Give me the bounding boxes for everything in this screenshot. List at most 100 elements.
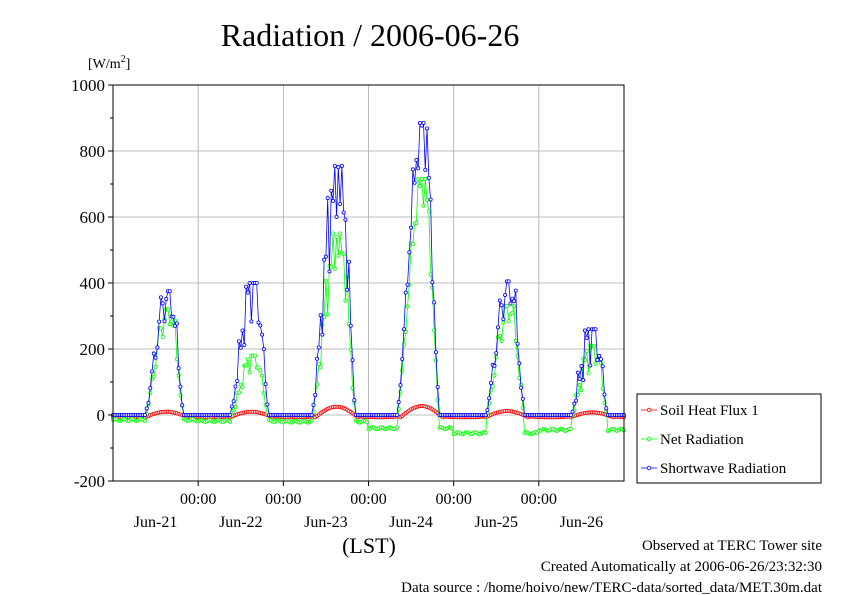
- shortwave-radiation-point: [419, 123, 424, 128]
- shortwave-radiation-point: [600, 364, 605, 369]
- net-radiation-point: [316, 361, 321, 366]
- shortwave-radiation-point: [327, 269, 332, 274]
- shortwave-radiation-point: [233, 384, 238, 389]
- chart-title: Radiation / 2006-06-26: [221, 17, 520, 53]
- shortwave-radiation-point: [238, 345, 243, 350]
- net-radiation-point: [166, 307, 171, 312]
- shortwave-radiation-point: [316, 345, 321, 350]
- shortwave-radiation-point: [343, 217, 348, 222]
- shortwave-radiation-point: [350, 358, 355, 363]
- shortwave-radiation-point: [430, 280, 435, 285]
- shortwave-radiation-point: [322, 257, 327, 262]
- shortwave-radiation-point: [501, 317, 506, 322]
- net-radiation-point: [511, 304, 516, 309]
- net-radiation-point: [416, 177, 421, 182]
- net-radiation-point: [160, 335, 165, 340]
- shortwave-radiation-point: [153, 355, 158, 360]
- net-radiation-point: [417, 184, 422, 189]
- x-tick-day-label: Jun-21: [134, 514, 178, 531]
- net-radiation-point: [247, 370, 252, 375]
- net-radiation-point: [490, 384, 495, 389]
- shortwave-radiation-point: [414, 158, 419, 163]
- shortwave-radiation-point: [394, 412, 399, 417]
- shortwave-radiation-point: [162, 319, 167, 324]
- net-radiation-point: [167, 322, 172, 327]
- shortwave-radiation-point: [435, 385, 440, 390]
- y-tick-label: -200: [74, 472, 105, 491]
- shortwave-radiation-point: [508, 301, 513, 306]
- shortwave-radiation-point: [231, 399, 236, 404]
- shortwave-radiation-point: [180, 403, 185, 408]
- shortwave-radiation-point: [160, 301, 165, 306]
- net-radiation-point: [501, 320, 506, 325]
- legend-item: Soil Heat Flux 1: [641, 403, 759, 419]
- y-tick-label: 800: [80, 142, 106, 161]
- shortwave-radiation-point: [586, 327, 591, 332]
- shortwave-radiation-point: [336, 165, 341, 170]
- y-axis: 1000 800 600 400 200 0 -200: [71, 76, 113, 491]
- shortwave-radiation-point: [236, 339, 241, 344]
- net-radiation-point: [244, 363, 249, 368]
- net-radiation-point: [591, 343, 596, 348]
- shortwave-radiation-point: [593, 327, 598, 332]
- net-radiation-point: [364, 420, 369, 425]
- shortwave-radiation-point: [409, 225, 414, 230]
- shortwave-radiation-point: [148, 386, 153, 391]
- shortwave-radiation-point: [313, 392, 318, 397]
- x-tick-day-label: Jun-25: [474, 514, 518, 531]
- net-radiation-point: [497, 333, 502, 338]
- shortwave-radiation-point: [396, 400, 401, 405]
- legend-swatch-marker: [646, 407, 652, 413]
- net-radiation-point: [504, 304, 509, 309]
- legend-item: Shortwave Radiation: [641, 461, 787, 477]
- shortwave-radiation-point: [242, 343, 247, 348]
- net-radiation-point: [334, 234, 339, 239]
- net-radiation-point: [336, 253, 341, 258]
- net-radiation-point: [323, 278, 328, 283]
- net-radiation-point: [506, 319, 511, 324]
- shortwave-radiation-point: [176, 366, 181, 371]
- shortwave-radiation-point: [158, 295, 163, 300]
- y-tick-label: 400: [80, 274, 106, 293]
- shortwave-radiation-point: [315, 356, 320, 361]
- shortwave-radiation-point: [410, 167, 415, 172]
- legend-label: Soil Heat Flux 1: [660, 403, 759, 419]
- shortwave-radiation-point: [157, 319, 162, 324]
- shortwave-radiation-point: [142, 412, 147, 417]
- x-tick-time-label: 00:00: [350, 491, 386, 508]
- shortwave-radiation-point: [570, 409, 575, 414]
- net-radiation-point: [238, 382, 243, 387]
- shortwave-radiation-point: [432, 300, 437, 305]
- shortwave-radiation-point: [575, 370, 580, 375]
- net-radiation-point: [421, 203, 426, 208]
- shortwave-radiation-point: [423, 167, 428, 172]
- shortwave-radiation-point: [602, 392, 607, 397]
- net-radiation-point: [410, 241, 415, 246]
- shortwave-radiation-point: [323, 254, 328, 259]
- shortwave-radiation-point: [496, 325, 501, 330]
- net-radiation-point: [343, 298, 348, 303]
- shortwave-radiation-point: [155, 345, 160, 350]
- shortwave-radiation-point: [240, 328, 245, 333]
- shortwave-radiation-point: [581, 378, 586, 383]
- net-radiation-point: [309, 418, 314, 423]
- shortwave-radiation-point: [260, 332, 265, 337]
- shortwave-radiation-point: [167, 289, 172, 294]
- series-layer: [111, 120, 627, 437]
- shortwave-radiation-point: [588, 363, 593, 368]
- shortwave-radiation-point: [511, 299, 516, 304]
- net-radiation-point: [332, 266, 337, 271]
- net-radiation-point: [405, 304, 410, 309]
- shortwave-radiation-point: [582, 328, 587, 333]
- footer-source: Data source : /home/hoivo/new/TERC-data/…: [401, 580, 823, 595]
- shortwave-radiation-point: [329, 188, 334, 193]
- net-radiation-point: [252, 353, 257, 358]
- shortwave-radiation-point: [483, 412, 488, 417]
- shortwave-radiation-point: [258, 323, 263, 328]
- shortwave-radiation-point: [339, 163, 344, 168]
- shortwave-radiation-point: [517, 361, 522, 366]
- shortwave-radiation-point: [400, 356, 405, 361]
- shortwave-radiation-point: [398, 383, 403, 388]
- shortwave-radiation-point: [488, 381, 493, 386]
